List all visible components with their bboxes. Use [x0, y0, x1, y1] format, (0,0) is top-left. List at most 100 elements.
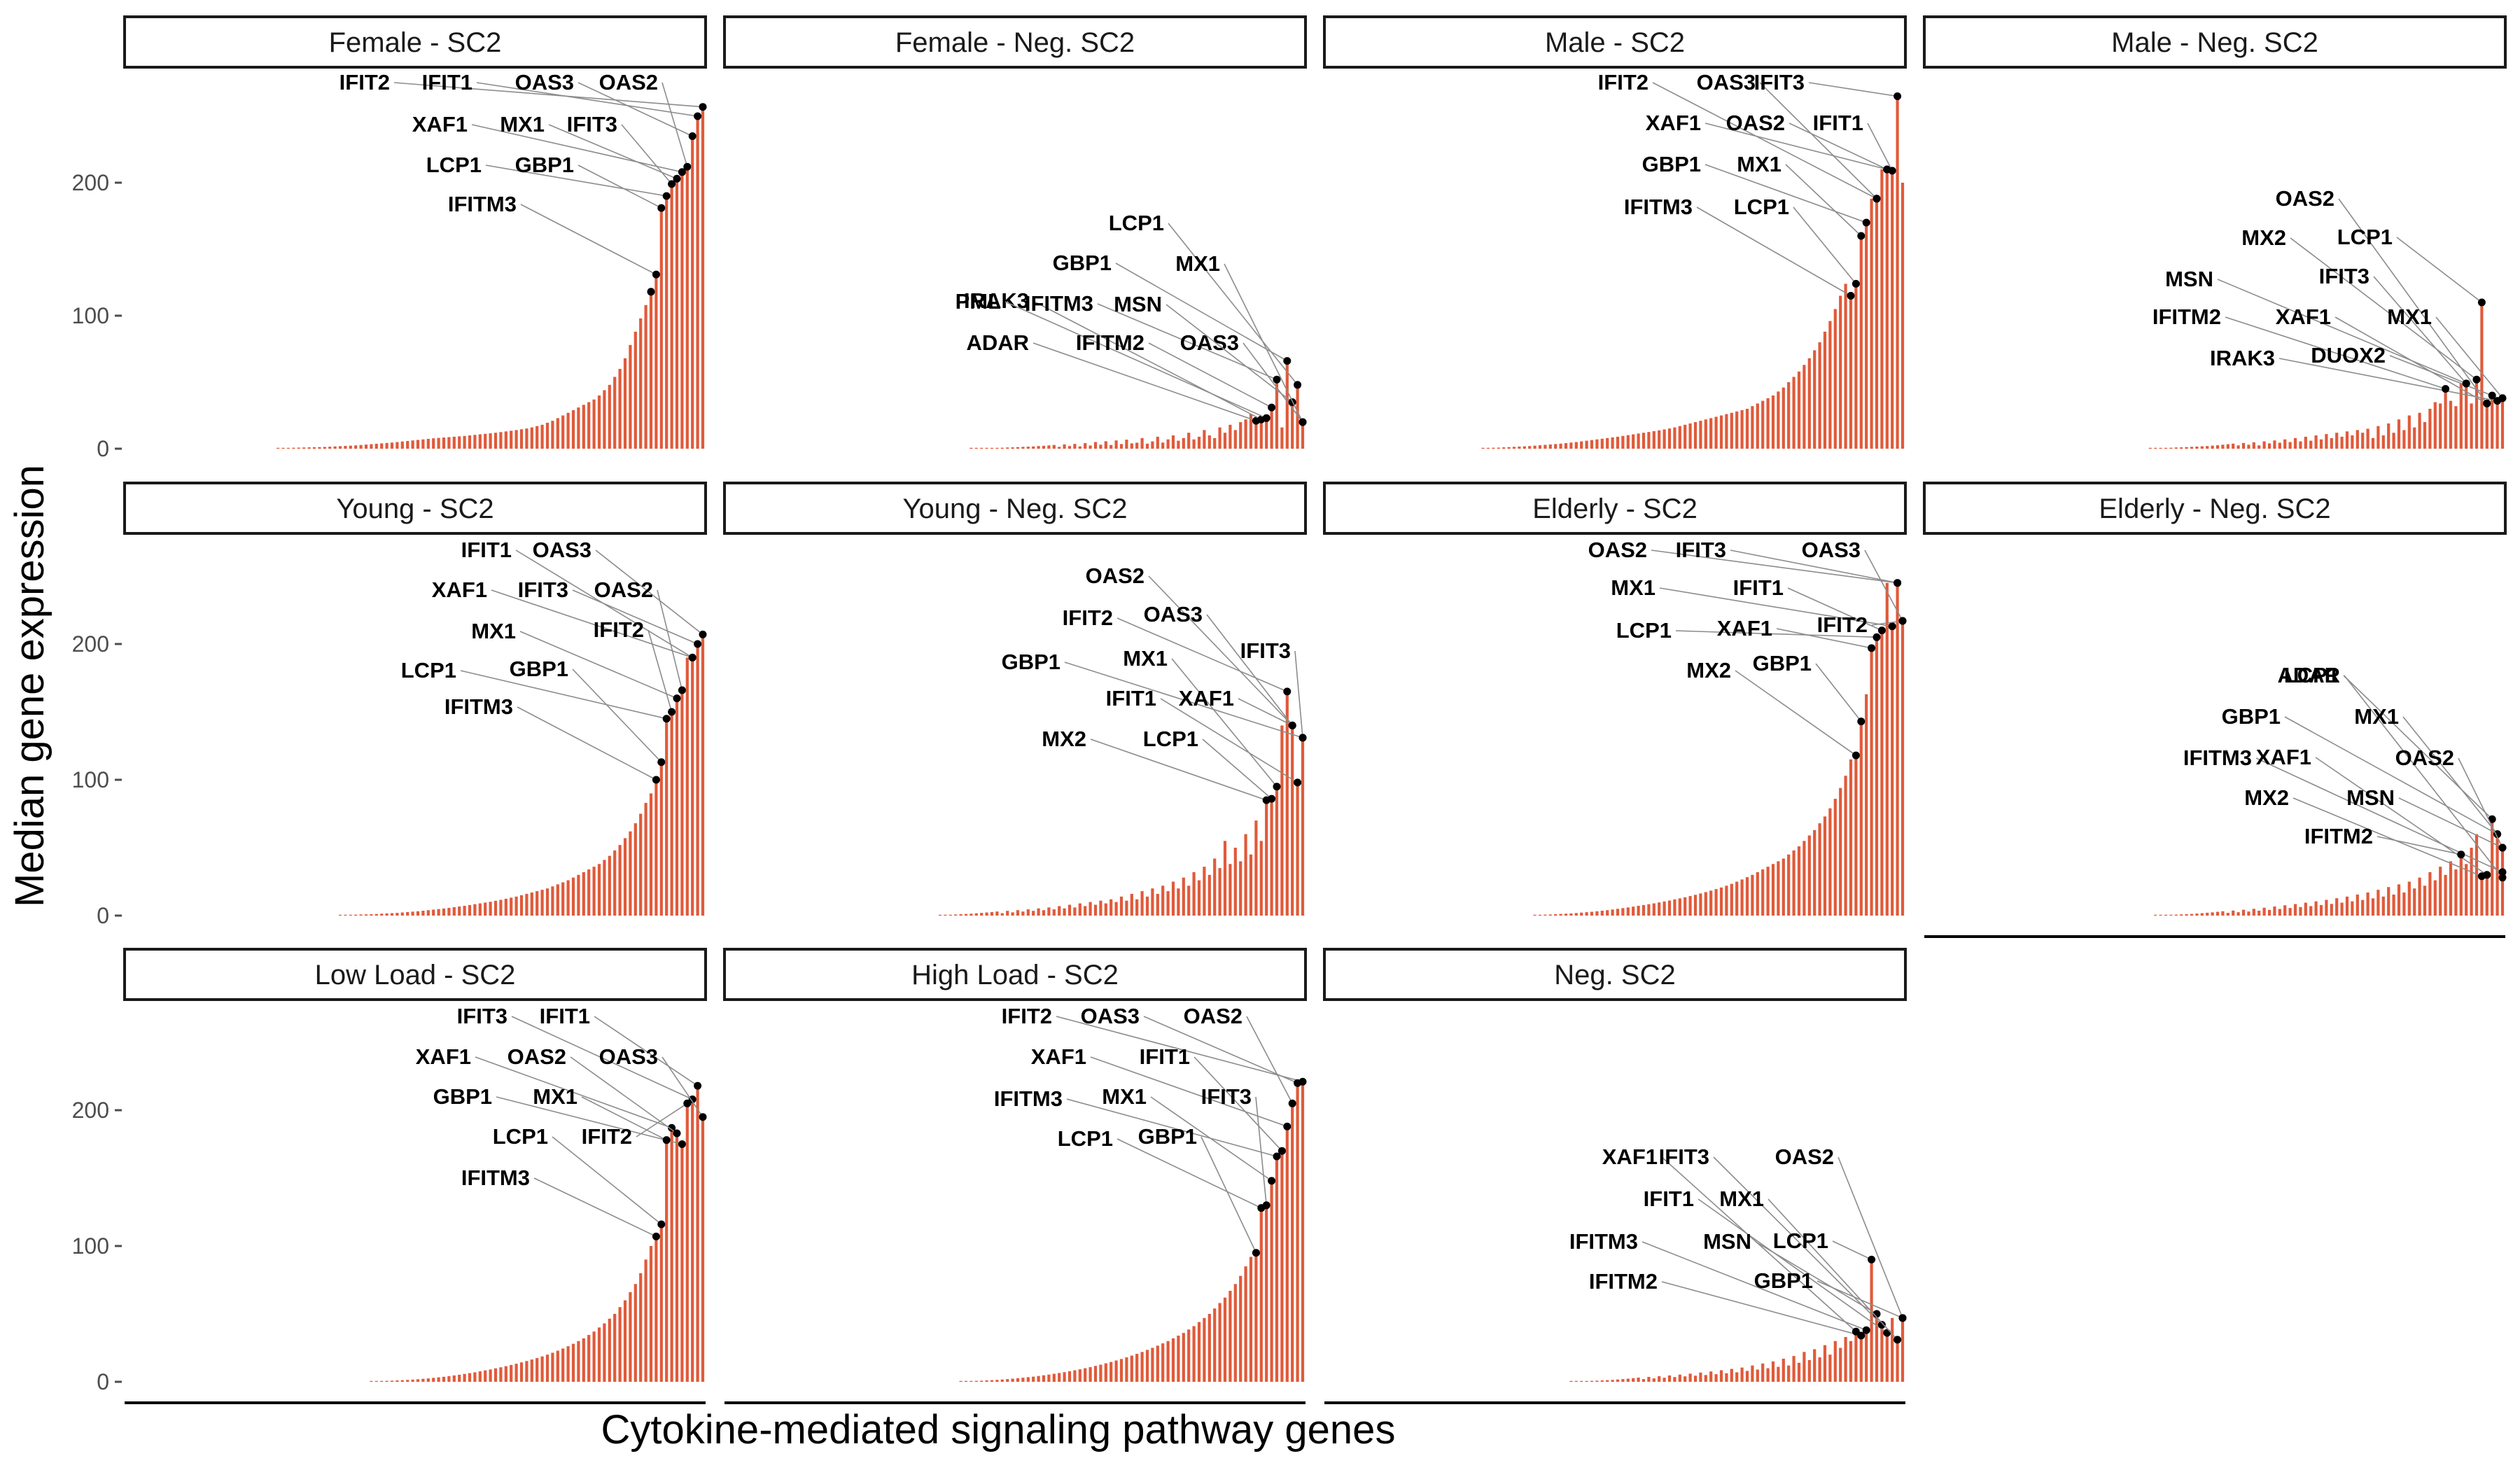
data-bar	[2376, 890, 2380, 916]
data-bar	[2325, 899, 2328, 916]
gene-label: XAF1	[1031, 1044, 1086, 1069]
data-bar	[530, 427, 533, 449]
data-bar	[1569, 442, 1573, 449]
data-bar	[2366, 892, 2370, 916]
data-bar	[1088, 902, 1092, 916]
data-bar	[504, 431, 507, 449]
data-bar	[478, 434, 482, 449]
data-bar	[536, 426, 539, 449]
label-leader-line	[1816, 1280, 1903, 1319]
highlight-point	[673, 174, 681, 183]
data-bar	[1818, 342, 1821, 449]
data-bar	[1730, 412, 1733, 449]
data-bar	[2459, 854, 2463, 916]
data-bar	[1135, 442, 1139, 449]
data-bar	[1632, 906, 1635, 916]
data-bar	[618, 1307, 622, 1382]
gene-label: IFIT1	[1733, 575, 1784, 600]
data-bar	[1564, 913, 1568, 916]
data-bar	[1761, 869, 1765, 916]
data-bar	[416, 1379, 420, 1382]
data-bar	[1865, 223, 1868, 449]
data-bar	[489, 433, 492, 449]
label-leader-line	[2225, 316, 2446, 390]
label-leader-line	[570, 1056, 678, 1134]
data-bar	[499, 899, 503, 916]
data-bar	[2319, 904, 2323, 916]
data-bar	[1839, 1348, 1842, 1382]
data-bar	[1182, 1333, 1185, 1382]
label-leader-line	[657, 589, 683, 691]
data-bar	[489, 1369, 492, 1382]
highlight-point	[2488, 391, 2496, 400]
label-leader-line	[648, 629, 673, 713]
highlight-point	[668, 1124, 676, 1132]
data-bar	[2428, 872, 2432, 916]
data-bar	[380, 443, 384, 449]
data-bar	[1688, 1373, 1692, 1382]
data-bar	[2433, 402, 2437, 449]
highlight-point	[657, 204, 666, 212]
data-bar	[571, 410, 575, 449]
highlight-point	[1877, 1321, 1886, 1329]
data-bar	[1891, 1317, 1894, 1382]
data-bar	[2241, 909, 2246, 916]
data-bar	[1481, 447, 1485, 449]
data-bar	[2258, 445, 2261, 449]
data-bar	[1187, 433, 1191, 449]
gene-label: XAF1	[1179, 686, 1234, 710]
label-leader-line	[1255, 1096, 1267, 1205]
data-bar	[458, 906, 461, 916]
data-bar	[1275, 786, 1279, 916]
data-bar	[1037, 1376, 1040, 1382]
data-bar	[1249, 414, 1253, 449]
highlight-point	[1288, 721, 1296, 729]
label-leader-line	[1064, 662, 1303, 738]
data-bar	[1093, 442, 1098, 449]
label-leader-line	[662, 82, 688, 167]
highlight-point	[694, 1082, 702, 1090]
label-leader-line	[1787, 587, 1882, 631]
data-bar	[1058, 906, 1061, 916]
gene-label: GBP1	[1642, 152, 1701, 176]
highlight-point	[2472, 375, 2481, 384]
data-bar	[1766, 1368, 1770, 1382]
gene-label: LCP1	[1734, 195, 1789, 219]
data-bar	[396, 913, 399, 916]
data-bar	[1777, 861, 1780, 916]
data-bar	[1714, 416, 1718, 449]
data-bar	[1559, 913, 1562, 916]
highlight-point	[1851, 279, 1860, 288]
label-leader-line	[1168, 223, 1298, 386]
data-bar	[364, 444, 368, 449]
label-leader-line	[1171, 658, 1278, 788]
data-bar	[452, 906, 456, 916]
data-bar	[1606, 1380, 1609, 1382]
data-bar	[1032, 911, 1035, 916]
highlight-point	[678, 168, 686, 176]
data-bar	[421, 1378, 425, 1382]
data-bar	[1528, 446, 1532, 449]
highlight-point	[1898, 617, 1907, 625]
data-bar	[1130, 443, 1133, 449]
data-bar	[489, 902, 492, 916]
data-bar	[333, 446, 337, 449]
data-bar	[2491, 396, 2494, 449]
highlight-point	[1851, 1327, 1860, 1336]
label-leader-line	[1651, 550, 1898, 584]
label-leader-line	[1246, 1016, 1293, 1104]
data-bar	[623, 838, 627, 916]
data-bar	[354, 445, 358, 449]
data-bar	[1301, 737, 1305, 916]
data-bar	[577, 874, 580, 916]
data-bar	[432, 438, 435, 449]
gene-label: XAF1	[1717, 616, 1772, 640]
data-bar	[406, 911, 410, 916]
gene-label: GBP1	[1053, 251, 1112, 275]
data-bar	[1296, 384, 1299, 449]
gene-label: MX1	[1611, 575, 1656, 600]
data-bar	[1239, 422, 1242, 449]
gene-label: LCP1	[401, 658, 456, 682]
data-bar	[2304, 436, 2307, 449]
facet-strip-label: High Load - SC2	[911, 960, 1119, 990]
